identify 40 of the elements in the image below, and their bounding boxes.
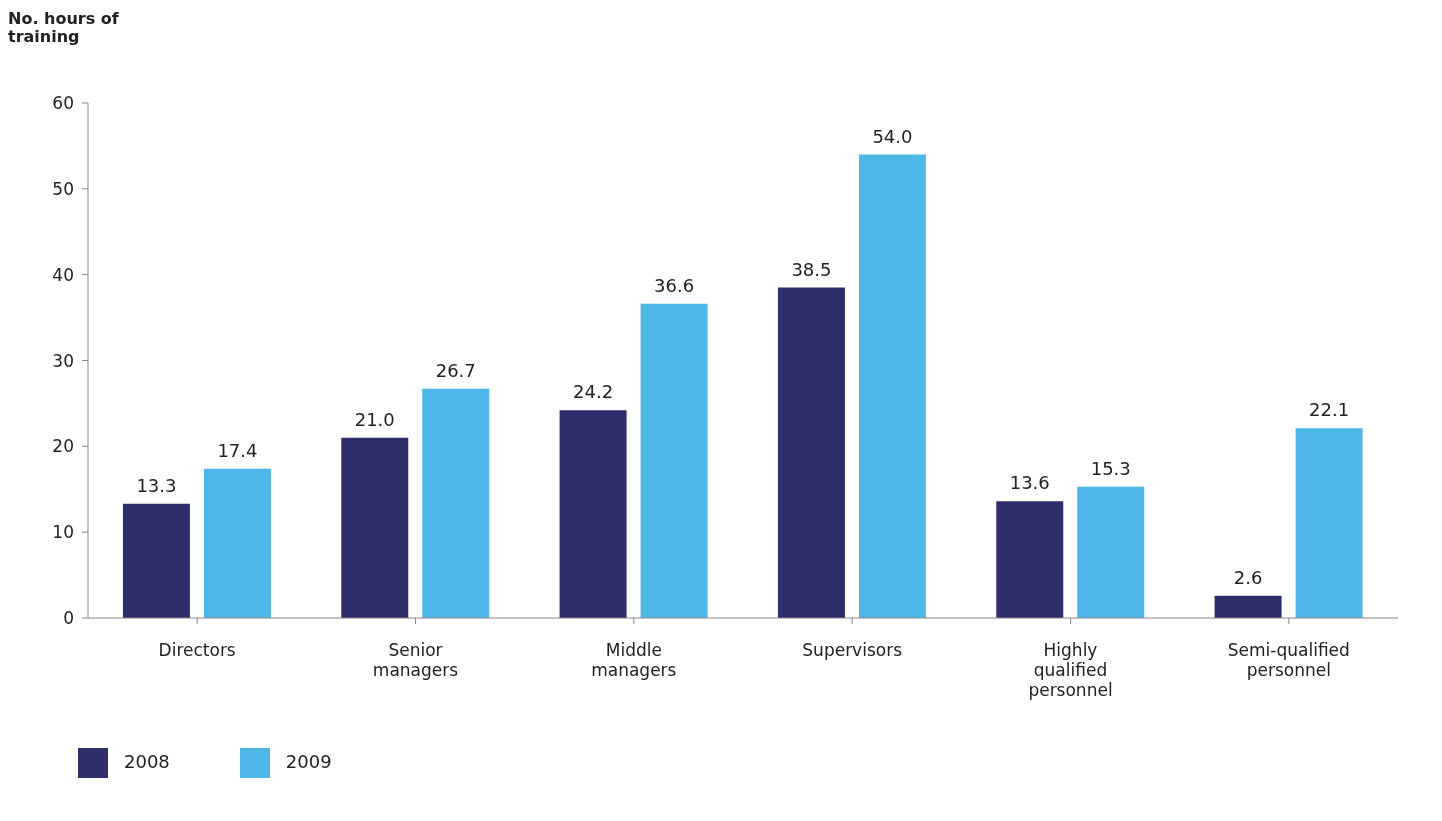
bar	[122, 503, 190, 618]
bar	[559, 410, 627, 618]
legend-label: 2009	[285, 751, 332, 772]
y-tick-label: 0	[63, 608, 74, 629]
legend-label: 2008	[124, 751, 170, 772]
bar	[1295, 428, 1363, 618]
x-tick-label: Supervisors	[802, 640, 903, 660]
x-tick-label: Senior managers	[372, 640, 459, 680]
data-label: 38.5	[791, 258, 832, 280]
bar	[996, 501, 1064, 618]
data-label: 15.3	[1090, 457, 1131, 479]
data-label: 2.6	[1233, 566, 1263, 588]
data-label: 13.6	[1009, 472, 1050, 494]
y-tick-label: 30	[52, 350, 74, 371]
data-label: 54.0	[872, 125, 913, 147]
y-tick-label: 40	[52, 264, 74, 285]
y-tick-label: 10	[52, 522, 74, 543]
data-label: 13.3	[136, 474, 177, 496]
bar	[1077, 486, 1145, 618]
data-label: 26.7	[435, 359, 476, 381]
data-label: 24.2	[573, 381, 614, 403]
data-label: 21.0	[354, 408, 395, 430]
bar	[422, 388, 490, 618]
bar	[640, 303, 708, 618]
data-label: 36.6	[654, 274, 695, 296]
bar	[341, 437, 409, 618]
bar	[1214, 595, 1282, 618]
data-label: 17.4	[217, 439, 258, 461]
bar	[858, 154, 926, 618]
bar	[777, 287, 845, 618]
y-tick-label: 50	[52, 178, 74, 199]
x-tick-label: Highly qualified personnel	[1028, 640, 1113, 700]
x-tick-label: Middle managers	[591, 640, 677, 680]
x-tick-label: Semi-qualified personnel	[1227, 640, 1350, 680]
y-axis-title: No. hours of training	[8, 9, 120, 46]
bar	[203, 468, 271, 618]
y-tick-label: 60	[52, 93, 74, 114]
y-tick-label: 20	[52, 436, 74, 457]
x-tick-label: Directors	[158, 640, 236, 660]
data-label: 22.1	[1309, 399, 1350, 421]
